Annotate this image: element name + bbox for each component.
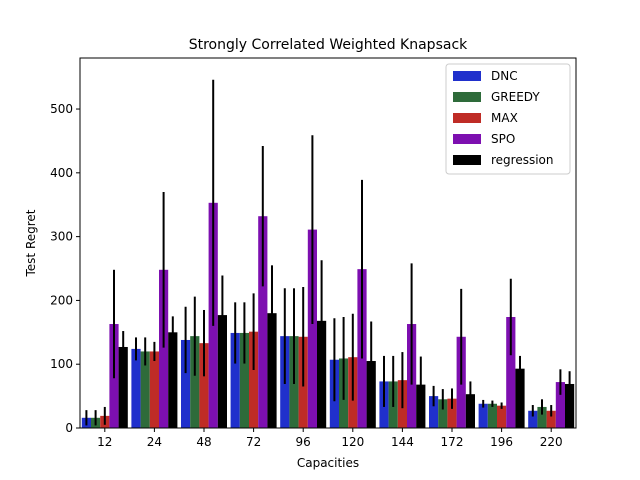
legend-label-spo: SPO <box>491 132 515 146</box>
bar-greedy-48 <box>190 336 200 428</box>
legend-swatch-dnc <box>453 71 481 81</box>
chart-title: Strongly Correlated Weighted Knapsack <box>189 37 468 53</box>
bar-dnc-220 <box>528 410 538 428</box>
y-tick-label: 400 <box>50 166 73 180</box>
bar-greedy-24 <box>140 351 150 428</box>
y-tick-label: 200 <box>50 293 73 307</box>
bar-greedy-72 <box>239 332 249 428</box>
y-axis: 0 100 200 300 400 500 <box>50 102 80 435</box>
bars-layer <box>81 202 575 428</box>
y-axis-label: Test Regret <box>24 209 38 277</box>
bar-spo-196 <box>506 317 516 428</box>
bar-max-72 <box>249 331 259 428</box>
bar-spo-24 <box>159 269 169 428</box>
bar-spo-72 <box>258 216 268 428</box>
legend-label-regression: regression <box>491 153 554 167</box>
x-axis-label: Capacities <box>297 456 359 470</box>
bar-greedy-172 <box>438 399 448 428</box>
bar-dnc-48 <box>181 339 191 428</box>
x-tick-label: 12 <box>97 435 112 449</box>
bar-regression-48 <box>217 315 227 428</box>
bar-max-24 <box>149 351 159 428</box>
bar-regression-196 <box>515 368 525 428</box>
plot-frame <box>79 57 577 429</box>
bar-max-220 <box>546 410 556 428</box>
bar-regression-220 <box>565 383 575 428</box>
y-tick-label: 100 <box>50 357 73 371</box>
bar-spo-96 <box>307 229 317 428</box>
bar-greedy-196 <box>487 403 497 428</box>
legend-box <box>445 63 571 175</box>
bar-max-196 <box>497 405 507 428</box>
bar-max-172 <box>447 398 457 428</box>
legend-swatch-max <box>453 113 481 123</box>
x-axis: 12 24 48 72 96 120 144 172 196 220 <box>97 428 563 449</box>
x-tick-label: 220 <box>540 435 563 449</box>
bar-dnc-24 <box>131 348 141 428</box>
bar-max-48 <box>199 343 209 428</box>
x-tick-label: 48 <box>196 435 211 449</box>
x-tick-label: 24 <box>147 435 162 449</box>
y-tick-label: 0 <box>65 421 73 435</box>
x-tick-label: 196 <box>490 435 513 449</box>
error-bars-layer <box>85 79 571 426</box>
bar-regression-12 <box>118 346 128 428</box>
bar-dnc-196 <box>478 403 488 428</box>
y-tick-label: 500 <box>50 102 73 116</box>
y-tick-label: 300 <box>50 230 73 244</box>
x-tick-label: 172 <box>441 435 464 449</box>
x-tick-label: 96 <box>296 435 311 449</box>
legend-label-greedy: GREEDY <box>491 90 540 104</box>
bar-greedy-220 <box>537 406 547 428</box>
bar-regression-72 <box>267 313 277 428</box>
legend: DNC GREEDY MAX SPO regression <box>445 63 571 175</box>
legend-label-dnc: DNC <box>491 69 518 83</box>
legend-swatch-spo <box>453 134 481 144</box>
legend-swatch-greedy <box>453 92 481 102</box>
legend-swatch-regression <box>453 155 481 165</box>
legend-label-max: MAX <box>491 111 518 125</box>
bar-dnc-72 <box>230 332 240 428</box>
bar-regression-172 <box>465 394 475 428</box>
bar-spo-220 <box>555 382 565 428</box>
bar-dnc-172 <box>429 396 439 428</box>
x-tick-label: 72 <box>246 435 261 449</box>
x-tick-label: 120 <box>341 435 364 449</box>
x-tick-label: 144 <box>391 435 414 449</box>
bar-regression-24 <box>168 332 178 428</box>
